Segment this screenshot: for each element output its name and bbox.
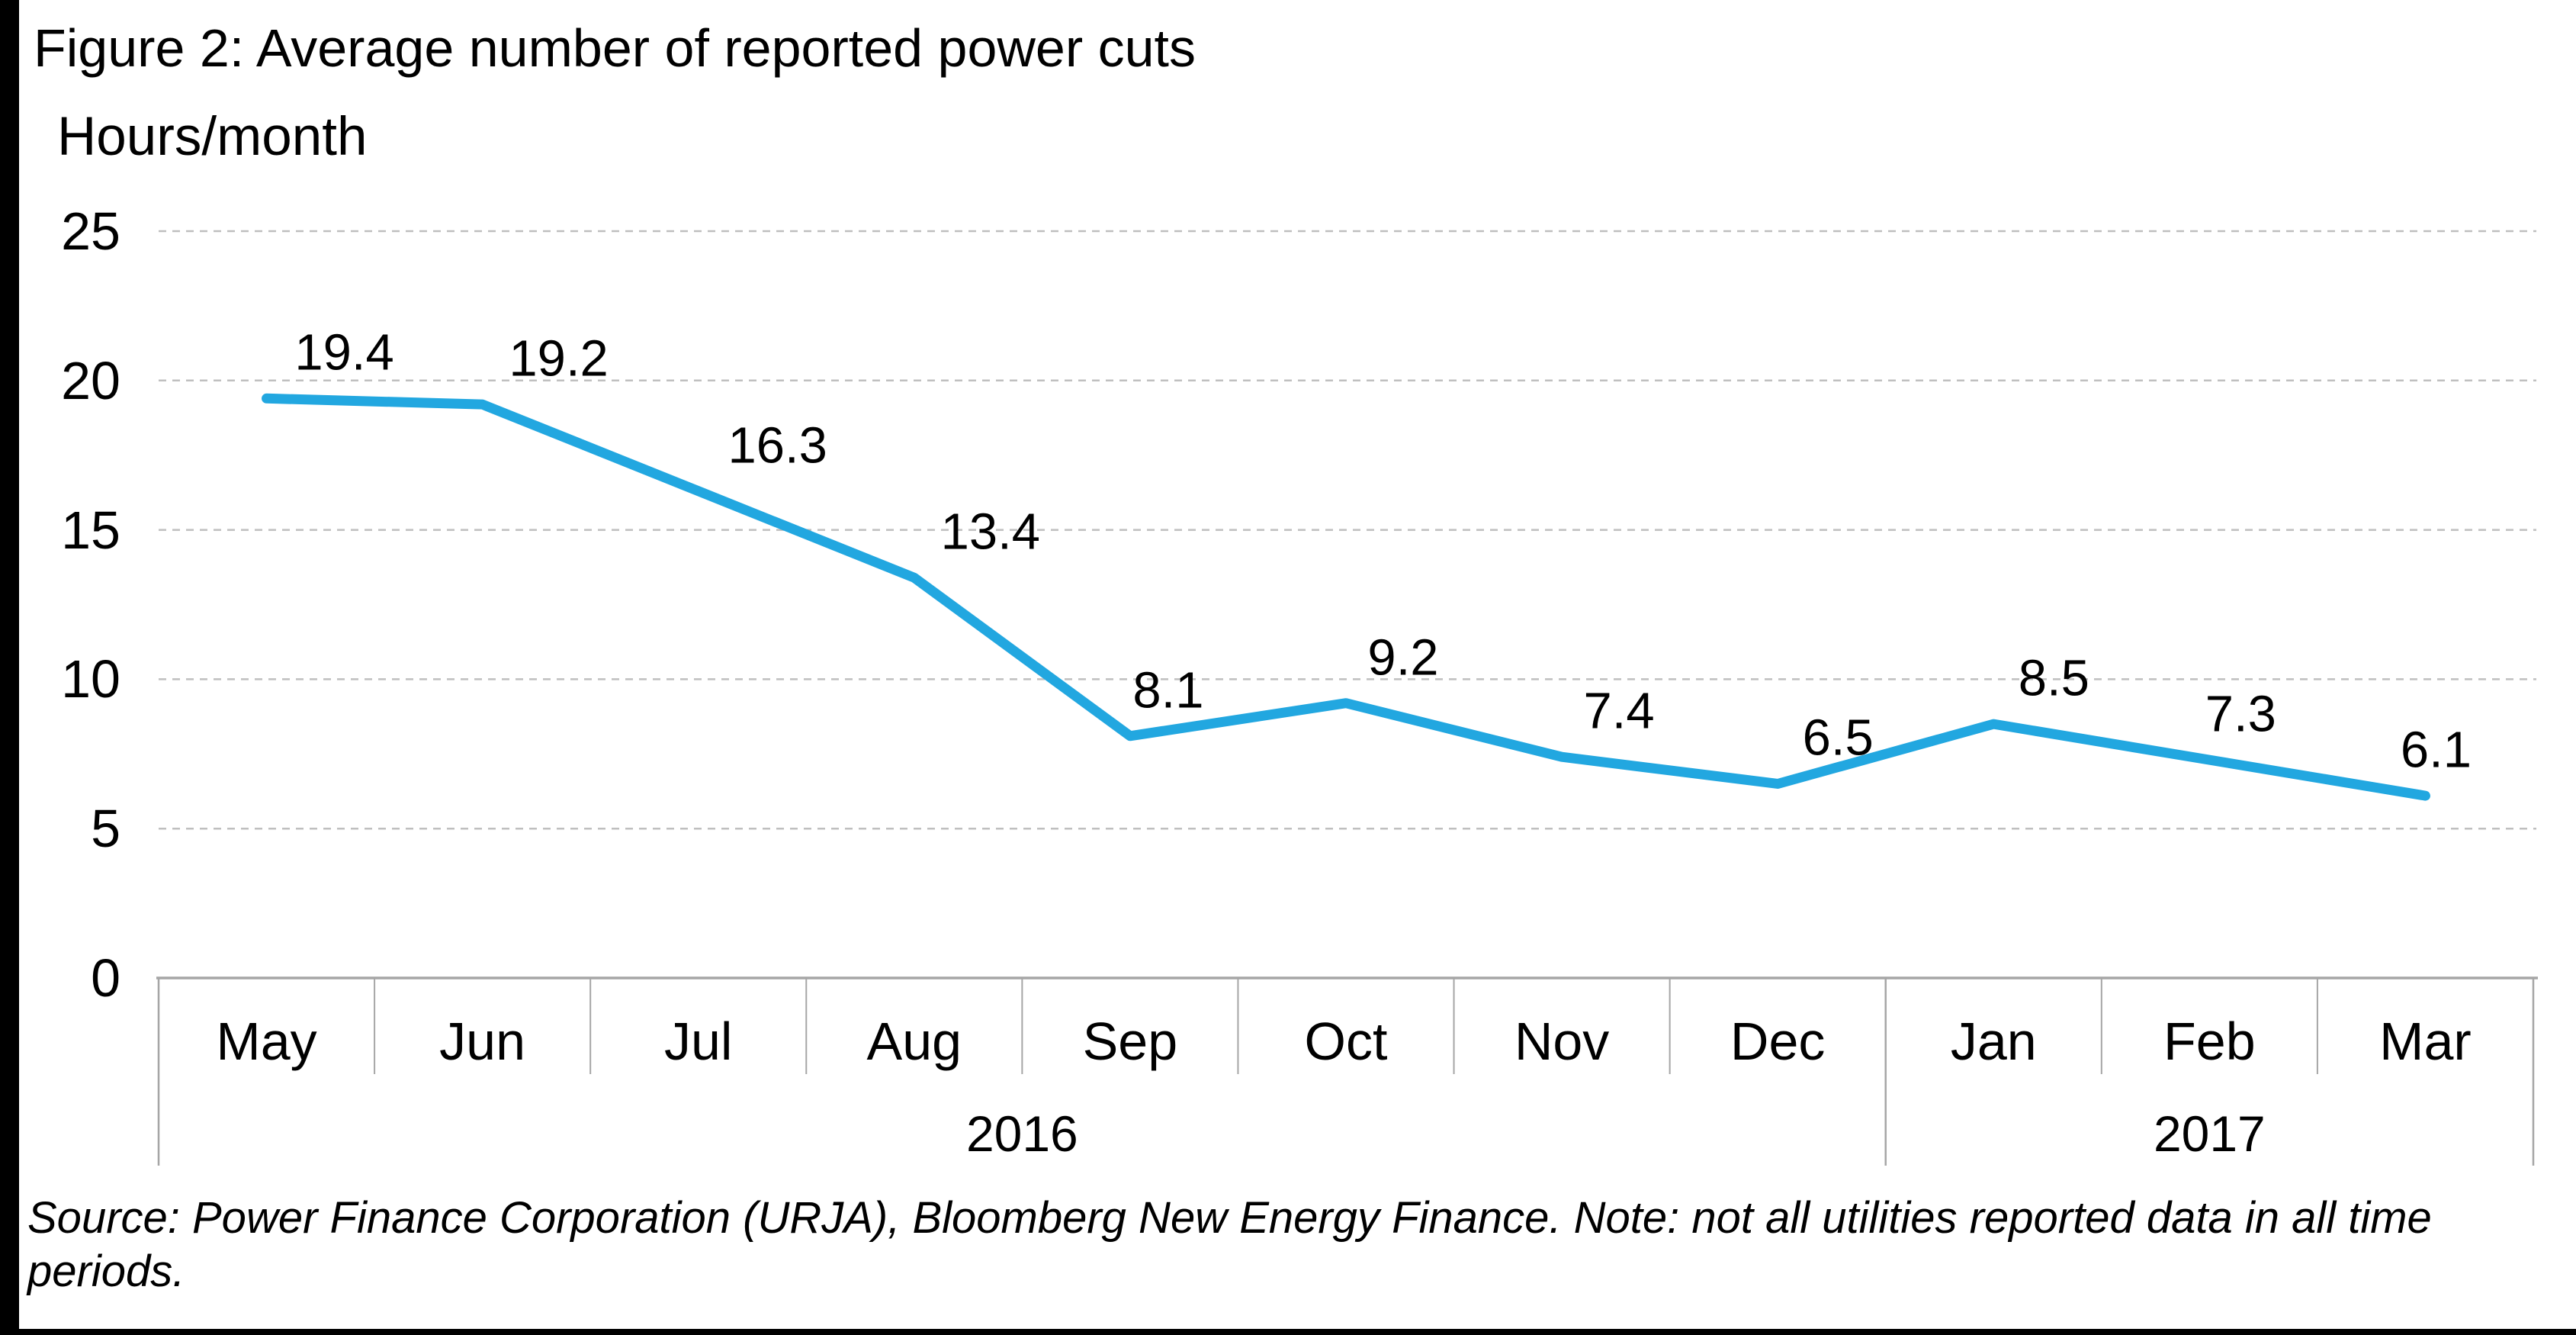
y-tick-label: 0 [91,948,120,1008]
data-label: 16.3 [728,417,827,474]
x-tick-label: Sep [1082,1012,1178,1071]
data-label: 9.2 [1367,629,1439,687]
data-label: 13.4 [940,503,1041,561]
data-label: 19.2 [509,330,609,388]
page-border-bottom [0,1329,2576,1335]
x-tick-label: Feb [2163,1012,2256,1071]
data-label: 7.4 [1583,682,1655,740]
data-label: 6.1 [2400,721,2472,779]
data-label: 8.5 [2018,649,2089,707]
y-tick-label: 25 [61,201,120,261]
data-label: 7.3 [2205,685,2276,743]
year-label: 2016 [965,1105,1078,1162]
x-tick-label: Jul [663,1012,733,1071]
x-tick-label: Jan [1950,1012,2037,1071]
y-tick-label: 5 [91,799,120,859]
x-tick-label: Nov [1514,1012,1610,1071]
y-axis-title: Hours/month [57,107,368,167]
y-tick-label: 15 [61,500,120,560]
x-tick-label: Mar [2379,1012,2472,1071]
data-label: 19.4 [294,323,394,381]
source-note: Source: Power Finance Corporation (URJA)… [27,1193,2432,1296]
x-tick-label: Jun [439,1012,526,1071]
data-label: 6.5 [1802,709,1874,767]
year-label: 2017 [2153,1105,2266,1162]
x-tick-label: Aug [866,1012,962,1071]
y-tick-label: 10 [61,649,120,709]
data-label: 8.1 [1132,661,1204,719]
power-cuts-line-series [262,393,2430,801]
x-tick-label: Dec [1730,1012,1826,1071]
x-tick-label: May [216,1012,317,1071]
page-border-left [0,0,19,1335]
chart-title: Figure 2: Average number of reported pow… [34,18,1196,78]
x-tick-label: Oct [1304,1012,1388,1071]
y-tick-label: 20 [61,350,120,410]
